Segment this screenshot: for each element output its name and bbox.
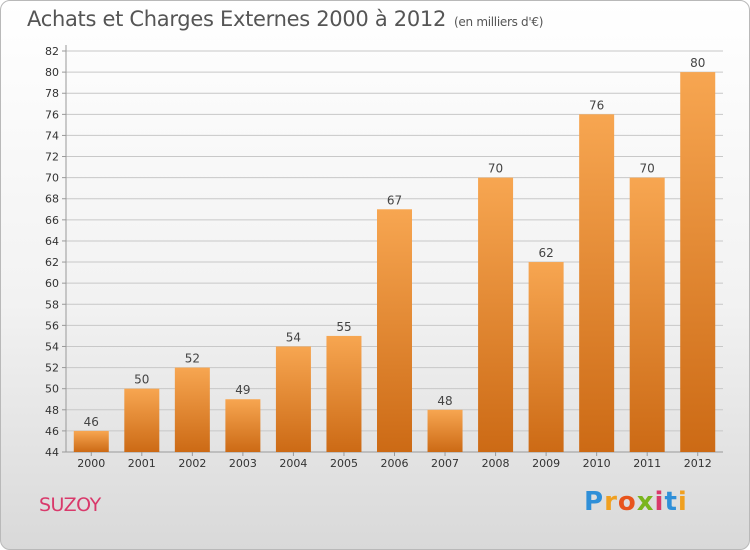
value-label-2002: 52 [185, 352, 200, 366]
logo-letter: r [604, 487, 618, 517]
bar-2010 [579, 114, 615, 452]
bar-2000 [73, 430, 109, 452]
x-tick-label-2007: 2007 [431, 457, 459, 470]
logo-letter: i [654, 487, 665, 517]
y-tick-label: 72 [45, 151, 59, 164]
y-tick-label: 52 [45, 362, 59, 375]
logo-letter: o [617, 487, 637, 517]
x-tick-label-2005: 2005 [330, 457, 358, 470]
value-label-2008: 70 [488, 162, 503, 176]
x-tick-label-2011: 2011 [633, 457, 661, 470]
value-label-2011: 70 [640, 162, 655, 176]
x-tick-label-2002: 2002 [178, 457, 206, 470]
bar-2003 [225, 399, 261, 452]
y-tick-label: 54 [45, 340, 59, 353]
y-tick-label: 56 [45, 319, 59, 332]
bars [73, 72, 716, 453]
bar-2008 [478, 177, 514, 452]
value-label-2010: 76 [589, 98, 604, 112]
y-tick-label: 58 [45, 298, 59, 311]
logo-letter: P [584, 487, 605, 517]
value-label-2000: 46 [84, 415, 99, 429]
proxiti-logo: Proxiti [584, 487, 688, 517]
logo-letter: x [636, 487, 655, 517]
y-tick-label: 74 [45, 129, 59, 142]
y-tick-label: 50 [45, 383, 59, 396]
y-tick-label: 46 [45, 425, 59, 438]
bar-2005 [326, 335, 362, 452]
value-label-2001: 50 [134, 373, 149, 387]
value-label-2012: 80 [690, 56, 705, 70]
value-label-2006: 67 [387, 193, 402, 207]
logo-letter: t [664, 487, 678, 517]
data-labels: 46 50 52 49 54 55 67 48 70 62 76 70 80 [84, 56, 706, 429]
y-tick-label: 70 [45, 172, 59, 185]
x-tick-label-2004: 2004 [279, 457, 307, 470]
y-tick-label: 44 [45, 446, 59, 459]
bar-2009 [528, 262, 564, 452]
bar-2007 [427, 409, 463, 452]
x-tick-label-2006: 2006 [381, 457, 409, 470]
y-tick-label: 60 [45, 277, 59, 290]
bar-2004 [275, 346, 311, 452]
bar-2012 [680, 72, 716, 453]
x-tick-label-2001: 2001 [128, 457, 156, 470]
y-tick-label: 76 [45, 108, 59, 121]
x-tick-label-2012: 2012 [684, 457, 712, 470]
y-tick-label: 68 [45, 193, 59, 206]
y-tick-label: 66 [45, 214, 59, 227]
y-tick-label: 80 [45, 66, 59, 79]
x-tick-label-2000: 2000 [77, 457, 105, 470]
value-label-2007: 48 [437, 394, 452, 408]
x-tick-label-2003: 2003 [229, 457, 257, 470]
value-label-2003: 49 [235, 383, 250, 397]
commune-name: SUZOY [39, 494, 101, 516]
y-tick-label: 62 [45, 256, 59, 269]
bar-2001 [124, 388, 160, 452]
y-tick-label: 78 [45, 87, 59, 100]
value-label-2009: 62 [538, 246, 553, 260]
bar-2002 [174, 367, 210, 452]
value-label-2004: 54 [286, 330, 301, 344]
y-tick-label: 64 [45, 235, 59, 248]
chart-subtitle: (en milliers d'€) [454, 15, 544, 29]
chart-title-text: Achats et Charges Externes 2000 à 2012 [27, 7, 447, 31]
chart-title: Achats et Charges Externes 2000 à 2012 (e… [27, 7, 543, 31]
bar-2011 [629, 177, 665, 452]
x-tick-label-2009: 2009 [532, 457, 560, 470]
x-tick-label-2010: 2010 [583, 457, 611, 470]
value-label-2005: 55 [336, 320, 351, 334]
y-tick-label: 48 [45, 404, 59, 417]
bar-2006 [377, 209, 412, 452]
logo-letter: i [677, 487, 688, 517]
y-tick-label: 82 [45, 45, 59, 58]
x-tick-label-2008: 2008 [482, 457, 510, 470]
